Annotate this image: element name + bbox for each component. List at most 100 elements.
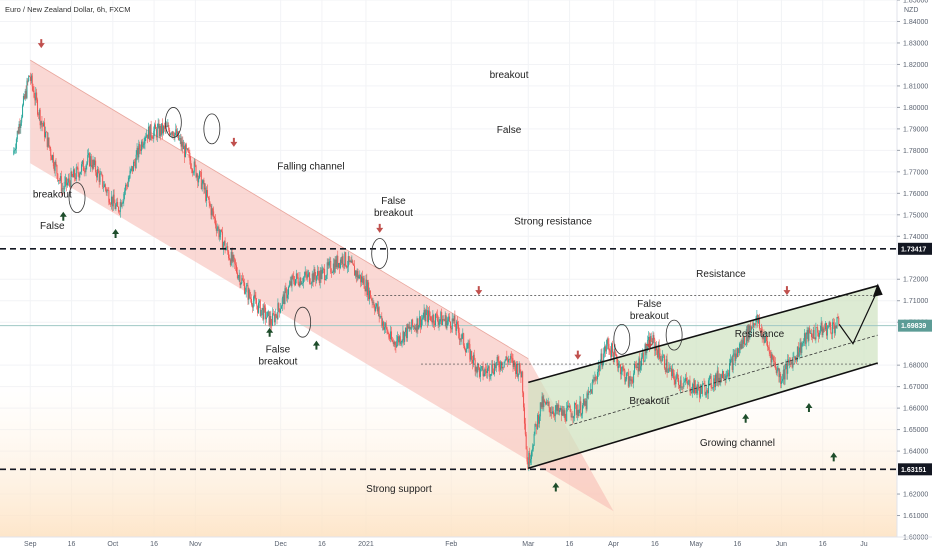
candle-body <box>829 322 831 327</box>
candle-body <box>158 123 160 137</box>
candle-body <box>182 141 184 150</box>
candle-body <box>413 326 415 329</box>
candle-body <box>213 211 215 217</box>
candle-body <box>128 177 130 181</box>
candle-body <box>144 137 146 144</box>
candle-body <box>236 272 238 279</box>
candle-body <box>658 344 660 354</box>
y-tick-label: 1.64000 <box>903 449 928 456</box>
candle-body <box>30 75 32 81</box>
candle-body <box>448 316 450 320</box>
candle-body <box>571 416 573 418</box>
candle-body <box>487 366 489 369</box>
candle-body <box>805 334 807 344</box>
candle-body <box>188 152 190 153</box>
candle-body <box>396 340 398 348</box>
candle-body <box>696 388 698 394</box>
candle-body <box>354 265 356 276</box>
candle-body <box>474 359 476 372</box>
candle-body <box>786 363 788 374</box>
y-tick-label: 1.76000 <box>903 191 928 198</box>
candle-body <box>287 287 289 295</box>
candle-body <box>720 374 722 383</box>
candle-body <box>44 131 46 138</box>
down-arrow-icon <box>376 223 384 233</box>
candle-body <box>470 350 472 360</box>
candle-body <box>503 361 505 367</box>
candle-body <box>565 419 567 422</box>
candle-body <box>700 385 702 398</box>
candle-body <box>65 177 67 182</box>
candle-body <box>707 390 709 394</box>
candle-body <box>402 331 404 341</box>
candle-body <box>180 138 182 147</box>
candle-body <box>755 317 757 325</box>
candle-body <box>612 352 614 363</box>
candle-body <box>417 318 419 330</box>
candle-body <box>630 379 632 381</box>
candle-body <box>809 328 811 334</box>
candle-body <box>783 369 785 380</box>
candle-body <box>301 282 303 285</box>
candle-body <box>812 330 814 339</box>
y-tick-label: 1.61000 <box>903 513 928 520</box>
candle-body <box>143 143 145 145</box>
candle-body <box>478 363 480 368</box>
candle-body <box>566 407 568 422</box>
candle-body <box>502 366 504 368</box>
candle-body <box>280 308 282 313</box>
candle-body <box>600 353 602 364</box>
candle-body <box>374 307 376 311</box>
candle-body <box>507 359 509 363</box>
candle-body <box>570 411 572 418</box>
candle-body <box>782 369 784 379</box>
candle-body <box>74 177 76 180</box>
annotation-label: Falling channel <box>277 162 344 173</box>
candle-body <box>112 194 114 207</box>
candle-body <box>268 311 270 326</box>
candle-body <box>161 123 163 135</box>
candle-body <box>471 350 473 360</box>
candle-body <box>372 302 374 303</box>
candle-body <box>699 389 701 398</box>
candle-body <box>284 288 286 305</box>
candle-body <box>221 231 223 250</box>
candle-body <box>351 260 353 263</box>
candle-body <box>169 133 171 135</box>
false-breakout-ellipse <box>203 113 221 145</box>
candle-body <box>368 282 370 300</box>
candle-body <box>168 124 170 130</box>
candle-body <box>595 376 597 379</box>
candle-body <box>379 316 381 318</box>
drawings <box>0 39 897 492</box>
candle-body <box>432 314 434 323</box>
candle-body <box>146 134 148 138</box>
candle-body <box>340 259 342 264</box>
candle-body <box>154 124 156 131</box>
candle-body <box>234 258 236 264</box>
candle-body <box>398 336 400 343</box>
candle-body <box>518 363 520 374</box>
candle-body <box>150 124 152 137</box>
annotation-label: False <box>40 221 65 232</box>
down-arrow-icon <box>574 350 582 360</box>
candle-body <box>66 182 68 186</box>
y-tick-label: 1.60000 <box>903 535 928 542</box>
candle-body <box>52 155 54 167</box>
candle-body <box>441 312 443 326</box>
candle-body <box>325 275 327 279</box>
candle-body <box>492 364 494 372</box>
candle-body <box>153 130 155 139</box>
currency-label: NZD <box>904 7 918 14</box>
candle-body <box>59 180 61 181</box>
candle-body <box>584 401 586 406</box>
candle-body <box>741 340 743 349</box>
candle-body <box>78 173 80 178</box>
candle-body <box>229 259 231 266</box>
candle-body <box>48 137 50 146</box>
candle-body <box>191 169 193 173</box>
candle-body <box>737 348 739 357</box>
candle-body <box>690 392 692 393</box>
candle-body <box>343 264 345 266</box>
